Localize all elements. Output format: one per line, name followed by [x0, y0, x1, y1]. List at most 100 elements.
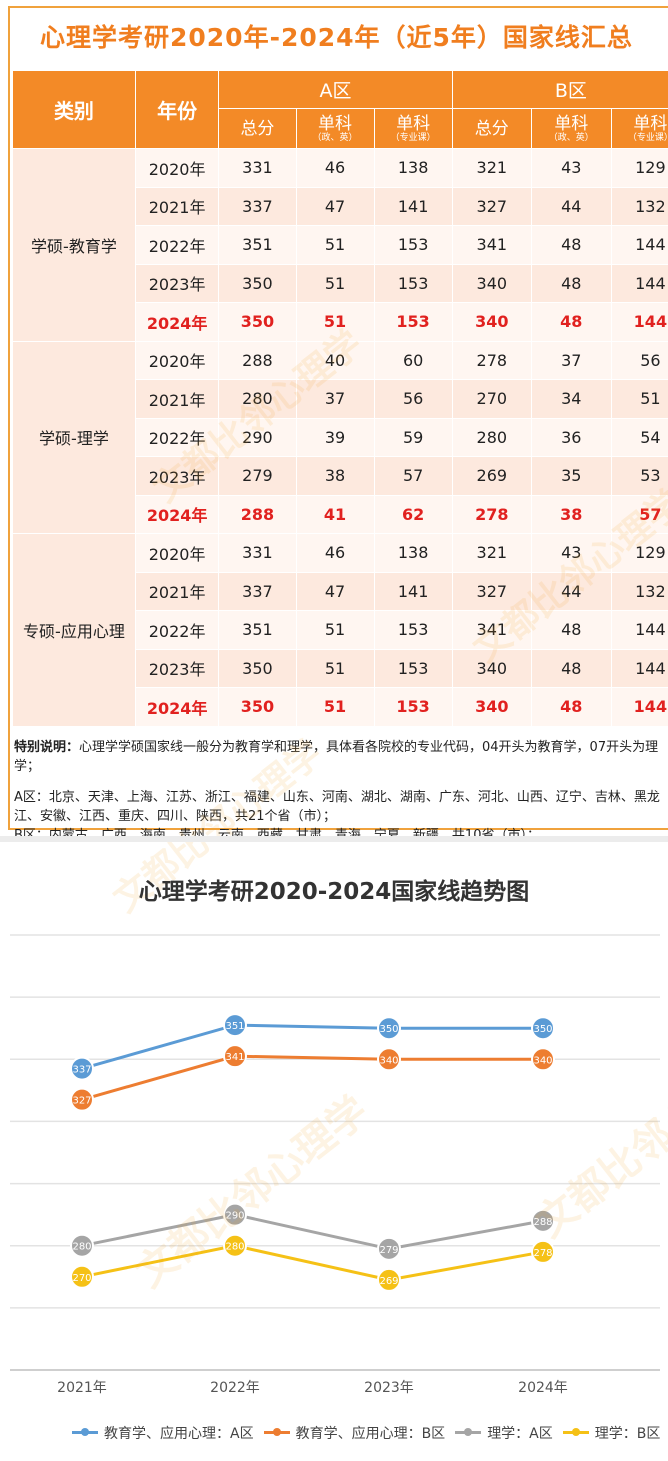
- score-cell: 350: [218, 263, 297, 303]
- score-cell: 341: [451, 610, 532, 650]
- score-cell: 144: [610, 687, 668, 727]
- year-cell: 2023年: [134, 648, 220, 688]
- table-row: 2024年 350 51 153 340 48 144: [13, 302, 668, 342]
- data-point: [223, 1233, 247, 1258]
- score-cell: 44: [530, 186, 612, 226]
- score-cell: 351: [218, 225, 297, 265]
- score-cell: 40: [295, 340, 375, 380]
- data-point: [70, 1087, 94, 1112]
- score-cell: 138: [373, 148, 453, 188]
- special-note-label: 特别说明：: [14, 740, 80, 755]
- table-row: 2023年 279 38 57 269 35 53: [13, 456, 668, 496]
- data-label: 351: [225, 1021, 244, 1032]
- legend-item: 理学：B区: [562, 1423, 660, 1443]
- data-label: 340: [533, 1055, 552, 1066]
- year-cell: 2021年: [134, 571, 220, 611]
- data-point: [223, 1202, 247, 1227]
- score-cell: 321: [451, 533, 532, 573]
- data-point: [70, 1233, 94, 1258]
- table-row: 2024年 288 41 62 278 38 57: [13, 494, 668, 534]
- category-cell: 专硕-应用心理: [12, 533, 136, 727]
- chart-title: 心理学考研2020-2024国家线趋势图: [138, 879, 530, 905]
- score-cell: 288: [218, 494, 297, 534]
- score-cell: 278: [451, 494, 532, 534]
- year-cell: 2020年: [134, 340, 220, 380]
- year-cell: 2024年: [134, 302, 220, 342]
- data-point: [70, 1056, 94, 1081]
- score-cell: 56: [610, 340, 668, 380]
- score-cell: 288: [218, 340, 297, 380]
- score-cell: 153: [373, 302, 453, 342]
- score-cell: 51: [295, 648, 375, 688]
- score-cell: 341: [451, 225, 532, 265]
- table-row: 2021年 280 37 56 270 34 51: [13, 379, 668, 419]
- data-point: [531, 1208, 555, 1233]
- score-cell: 132: [610, 571, 668, 611]
- table-row: 学硕-理学 2020年 288 40 60 278 37 56: [12, 340, 668, 534]
- category-cell: 学硕-理学: [12, 340, 136, 534]
- data-point: [531, 1239, 555, 1264]
- table-row: 2022年 351 51 153 341 48 144: [13, 225, 668, 265]
- score-cell: 47: [295, 571, 375, 611]
- score-cell: 327: [451, 186, 532, 226]
- zone-a-note: A区：北京、天津、上海、江苏、浙江、福建、山东、河南、湖北、湖南、广东、河北、山…: [14, 790, 660, 824]
- year-cell: 2024年: [134, 494, 220, 534]
- header-b-single-major: 单科（专业课）: [610, 108, 668, 149]
- score-cell: 38: [295, 456, 375, 496]
- legend-swatch: [455, 1428, 482, 1436]
- table-row: 2022年 290 39 59 280 36 54: [13, 417, 668, 457]
- notes-block: 特别说明：心理学学硕国家线一般分为教育学和理学，具体看各院校的专业代码，04开头…: [14, 738, 668, 845]
- score-cell: 144: [610, 648, 668, 688]
- header-year: 年份: [134, 70, 220, 149]
- year-cell: 2022年: [134, 225, 220, 265]
- series-line: [81, 1213, 544, 1251]
- table-row: 2022年 351 51 153 341 48 144: [13, 610, 668, 650]
- data-label: 279: [379, 1245, 398, 1256]
- legend-item: 理学：A区: [455, 1423, 553, 1443]
- score-cell: 56: [373, 379, 453, 419]
- score-cell: 351: [218, 610, 297, 650]
- table-row: 2023年 350 51 153 340 48 144: [13, 263, 668, 303]
- data-label: 350: [533, 1024, 552, 1035]
- year-cell: 2021年: [134, 186, 220, 226]
- score-cell: 59: [373, 417, 453, 457]
- table-row: 学硕-教育学 2020年 331 46 138 321 43 129: [12, 148, 668, 342]
- year-cell: 2022年: [134, 610, 220, 650]
- score-cell: 278: [451, 340, 532, 380]
- legend-swatch: [562, 1428, 589, 1436]
- data-label: 340: [379, 1055, 398, 1066]
- year-cell: 2020年: [134, 533, 220, 573]
- score-cell: 138: [373, 533, 453, 573]
- series-line: [81, 1054, 543, 1102]
- score-cell: 132: [610, 186, 668, 226]
- score-cell: 37: [295, 379, 375, 419]
- score-cell: 340: [451, 302, 532, 342]
- series-line: [81, 1023, 543, 1071]
- score-cell: 337: [218, 571, 297, 611]
- score-cell: 60: [373, 340, 453, 380]
- score-cell: 62: [373, 494, 453, 534]
- score-cell: 37: [530, 340, 612, 380]
- data-label: 290: [225, 1211, 244, 1222]
- data-point: [70, 1264, 94, 1289]
- score-cell: 46: [295, 148, 375, 188]
- table-row: 2021年 337 47 141 327 44 132: [13, 571, 668, 611]
- header-zone-b: B区: [451, 70, 668, 109]
- category-cell: 学硕-教育学: [12, 148, 136, 342]
- score-cell: 340: [451, 687, 532, 727]
- header-zone-a: A区: [218, 70, 453, 109]
- header-b-single-politics: 单科 （政、英）: [530, 108, 612, 149]
- score-cell: 129: [610, 533, 668, 573]
- data-point: [377, 1016, 401, 1041]
- legend-swatch: [72, 1428, 98, 1436]
- score-cell: 51: [295, 225, 375, 265]
- legend-swatch: [263, 1428, 290, 1436]
- header-a-total: 总分: [218, 108, 297, 149]
- data-label: 280: [72, 1242, 91, 1253]
- score-cell: 331: [218, 148, 297, 188]
- year-cell: 2023年: [134, 263, 220, 303]
- header-category: 类别: [12, 70, 136, 149]
- score-cell: 153: [373, 610, 453, 650]
- score-cell: 54: [610, 417, 668, 457]
- year-cell: 2024年: [134, 687, 220, 727]
